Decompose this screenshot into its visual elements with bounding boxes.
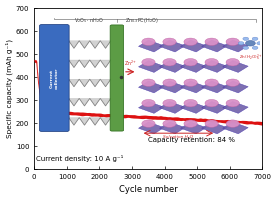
Circle shape	[184, 59, 197, 66]
Circle shape	[226, 99, 239, 107]
Circle shape	[163, 38, 176, 46]
Circle shape	[142, 99, 155, 107]
Polygon shape	[100, 60, 111, 67]
Polygon shape	[79, 60, 90, 67]
Text: Solvation H₂O: Solvation H₂O	[163, 135, 193, 139]
Text: $\rm Zn_{0.3}PC(H_2O)$: $\rm Zn_{0.3}PC(H_2O)$	[125, 16, 159, 25]
Polygon shape	[160, 81, 185, 93]
Circle shape	[205, 38, 218, 46]
Polygon shape	[100, 41, 111, 48]
Polygon shape	[100, 98, 111, 106]
Polygon shape	[100, 118, 111, 125]
Polygon shape	[79, 79, 90, 87]
Polygon shape	[138, 102, 164, 113]
Polygon shape	[223, 61, 248, 72]
FancyBboxPatch shape	[39, 24, 69, 132]
Text: Current density: 10 A g⁻¹: Current density: 10 A g⁻¹	[36, 155, 123, 162]
Y-axis label: Specific capacity (mAh g⁻¹): Specific capacity (mAh g⁻¹)	[6, 39, 13, 138]
Polygon shape	[181, 122, 206, 134]
Circle shape	[142, 120, 155, 127]
Circle shape	[226, 38, 239, 46]
Circle shape	[163, 99, 176, 107]
Polygon shape	[69, 60, 79, 67]
FancyBboxPatch shape	[110, 25, 124, 131]
Polygon shape	[90, 79, 100, 87]
Polygon shape	[138, 122, 164, 134]
Circle shape	[205, 99, 218, 107]
Text: $\rm Zn^{2+}$: $\rm Zn^{2+}$	[124, 58, 137, 68]
Circle shape	[163, 120, 176, 127]
Circle shape	[238, 42, 244, 45]
Polygon shape	[138, 81, 164, 93]
Polygon shape	[79, 98, 90, 106]
Circle shape	[226, 79, 239, 86]
Polygon shape	[181, 81, 206, 93]
Polygon shape	[181, 40, 206, 52]
Polygon shape	[181, 102, 206, 113]
Circle shape	[257, 42, 263, 45]
Circle shape	[205, 59, 218, 66]
Polygon shape	[79, 41, 90, 48]
Polygon shape	[90, 41, 100, 48]
Circle shape	[243, 46, 249, 49]
Circle shape	[184, 99, 197, 107]
Polygon shape	[223, 81, 248, 93]
Circle shape	[205, 120, 218, 127]
Circle shape	[184, 120, 197, 127]
Circle shape	[226, 59, 239, 66]
Circle shape	[205, 79, 218, 86]
Polygon shape	[90, 60, 100, 67]
Text: $\rm Zn(H_2O)_6^{2+}$: $\rm Zn(H_2O)_6^{2+}$	[239, 53, 262, 63]
Polygon shape	[90, 98, 100, 106]
Polygon shape	[90, 118, 100, 125]
Circle shape	[163, 59, 176, 66]
Circle shape	[245, 41, 255, 46]
Polygon shape	[223, 122, 248, 134]
Polygon shape	[202, 122, 227, 134]
Text: $\rm V_2O_5\cdot nH_2O$: $\rm V_2O_5\cdot nH_2O$	[74, 16, 104, 25]
Polygon shape	[160, 102, 185, 113]
Polygon shape	[202, 81, 227, 93]
Polygon shape	[160, 40, 185, 52]
Polygon shape	[223, 102, 248, 113]
Circle shape	[142, 59, 155, 66]
Polygon shape	[138, 61, 164, 72]
Polygon shape	[202, 61, 227, 72]
Polygon shape	[69, 98, 79, 106]
Polygon shape	[69, 118, 79, 125]
Polygon shape	[79, 118, 90, 125]
Circle shape	[142, 38, 155, 46]
Circle shape	[184, 38, 197, 46]
Polygon shape	[69, 41, 79, 48]
Circle shape	[252, 37, 258, 40]
Circle shape	[243, 37, 249, 40]
Polygon shape	[223, 40, 248, 52]
Circle shape	[142, 79, 155, 86]
Polygon shape	[69, 79, 79, 87]
Circle shape	[163, 79, 176, 86]
Polygon shape	[100, 79, 111, 87]
Polygon shape	[138, 40, 164, 52]
Polygon shape	[202, 40, 227, 52]
Circle shape	[226, 120, 239, 127]
X-axis label: Cycle number: Cycle number	[119, 185, 178, 194]
Polygon shape	[160, 122, 185, 134]
Polygon shape	[181, 61, 206, 72]
Text: Current
collector: Current collector	[50, 67, 59, 89]
Text: Capacity retention: 84 %: Capacity retention: 84 %	[148, 137, 235, 143]
Polygon shape	[160, 61, 185, 72]
Circle shape	[252, 46, 258, 49]
Polygon shape	[202, 102, 227, 113]
Circle shape	[184, 79, 197, 86]
